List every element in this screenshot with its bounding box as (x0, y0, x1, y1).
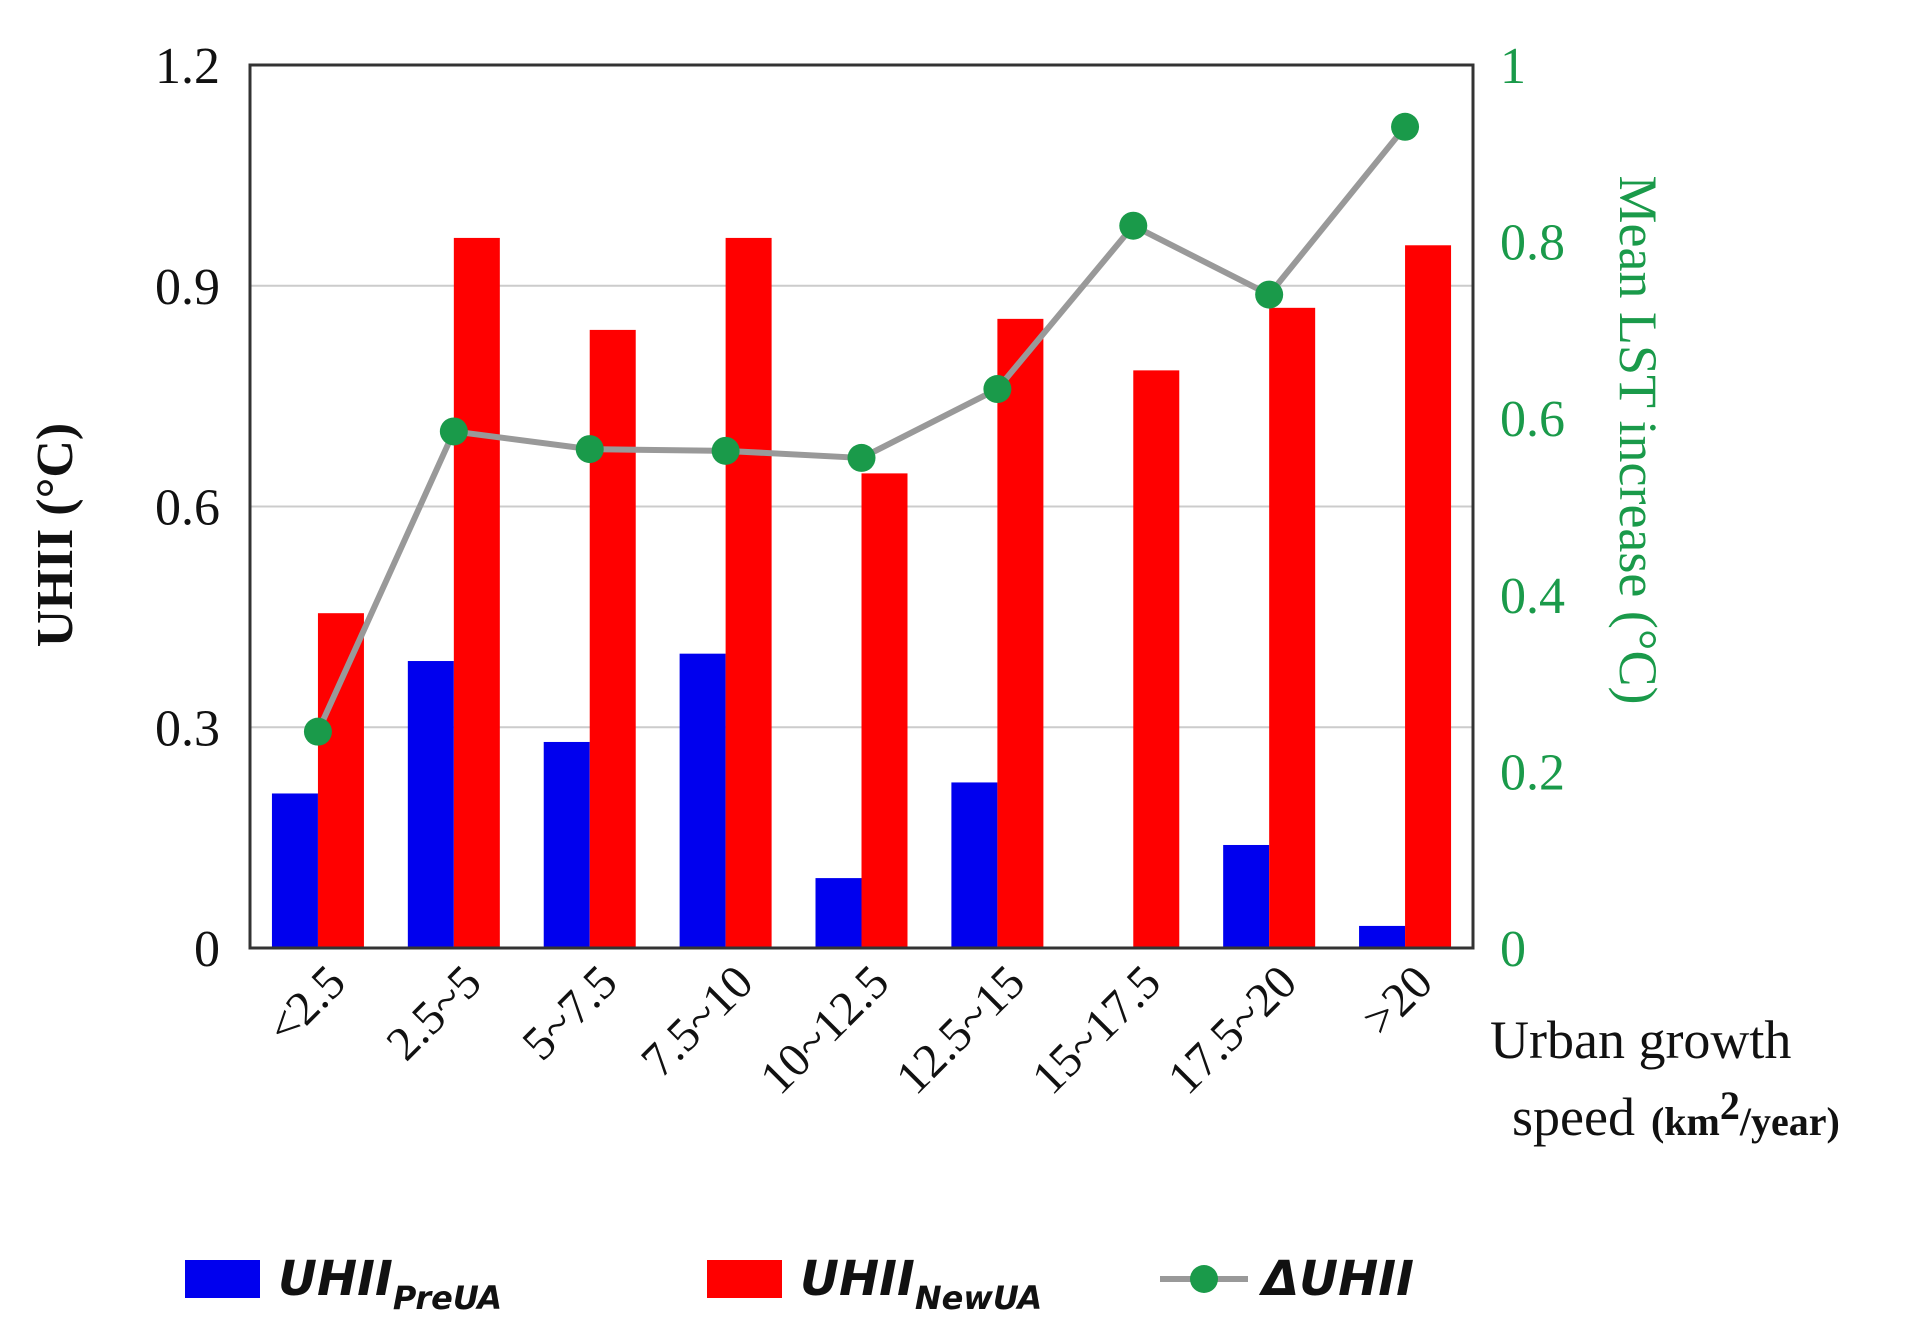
legend: UHIIPreUA UHIINewUA ΔUHII (185, 1251, 1414, 1317)
x-axis-unit-post: /year) (1739, 1099, 1840, 1144)
bar-preua-1 (407, 661, 454, 948)
delta-uhii-point-2 (575, 435, 604, 464)
delta-uhii-point-8 (1391, 112, 1420, 141)
delta-uhii-point-1 (439, 417, 468, 446)
y-left-tick-3: 0.9 (155, 259, 220, 316)
x-axis-unit-pre: (km (1651, 1099, 1720, 1144)
legend-marker-delta (1190, 1265, 1218, 1293)
left-axis-ticks: 0 0.3 0.6 0.9 1.2 (155, 38, 220, 978)
legend-label-newua: UHIINewUA (800, 1251, 1042, 1317)
y-axis-right-label: Mean LST increase (°C) (1608, 176, 1668, 705)
y-left-tick-2: 0.6 (155, 480, 220, 537)
legend-label-delta: ΔUHII (1258, 1251, 1414, 1307)
x-axis-label-line2: speed (km2/year) (1512, 1083, 1840, 1147)
bar-preua-3 (679, 653, 726, 948)
legend-swatch-newua (707, 1260, 782, 1298)
bar-newua-7 (1269, 307, 1316, 948)
delta-uhii-point-0 (303, 717, 332, 746)
bar-newua-6 (1133, 370, 1180, 948)
bar-newua-8 (1405, 245, 1452, 948)
plot-frame (248, 63, 1475, 950)
y-left-tick-0: 0 (194, 921, 220, 978)
y-axis-left-label: UHII (°C) (27, 423, 84, 647)
x-axis-label-speed: speed (1512, 1087, 1635, 1147)
x-axis-unit-sup: 2 (1720, 1083, 1740, 1128)
y-right-tick-5: 1 (1500, 38, 1526, 95)
legend-label-preua-main: UHII (278, 1251, 393, 1307)
y-right-tick-4: 0.8 (1500, 215, 1565, 272)
delta-uhii-point-3 (711, 436, 740, 465)
legend-label-newua-sub: NewUA (915, 1279, 1042, 1317)
y-right-tick-2: 0.4 (1500, 568, 1565, 625)
bar-preua-8 (1359, 925, 1406, 948)
right-axis-ticks: 0 0.2 0.4 0.6 0.8 1 (1500, 38, 1565, 978)
bar-preua-0 (271, 793, 318, 948)
delta-uhii-point-4 (847, 443, 876, 472)
legend-label-preua-sub: PreUA (393, 1279, 502, 1317)
delta-uhii-point-5 (983, 375, 1012, 404)
bar-newua-4 (861, 473, 908, 948)
delta-line (303, 112, 1420, 746)
legend-swatch-preua (185, 1260, 260, 1298)
y-right-tick-3: 0.6 (1500, 391, 1565, 448)
delta-uhii-point-6 (1119, 211, 1148, 240)
bar-preua-4 (815, 878, 862, 948)
y-right-tick-1: 0.2 (1500, 744, 1565, 801)
y-right-tick-0: 0 (1500, 921, 1526, 978)
bar-newua-0 (317, 613, 364, 948)
bar-preua-7 (1223, 844, 1270, 948)
legend-label-preua: UHIIPreUA (278, 1251, 502, 1317)
y-left-tick-1: 0.3 (155, 700, 220, 757)
bar-preua-2 (543, 741, 590, 948)
delta-uhii-point-7 (1255, 280, 1284, 309)
bars (271, 237, 1452, 948)
legend-label-newua-main: UHII (800, 1251, 915, 1307)
bar-newua-2 (589, 329, 636, 948)
bar-newua-5 (997, 318, 1044, 948)
y-left-tick-4: 1.2 (155, 38, 220, 95)
bar-newua-3 (725, 237, 772, 948)
x-axis-label-line1: Urban growth (1490, 1010, 1791, 1070)
bar-preua-5 (951, 782, 998, 948)
bar-newua-1 (453, 237, 500, 948)
